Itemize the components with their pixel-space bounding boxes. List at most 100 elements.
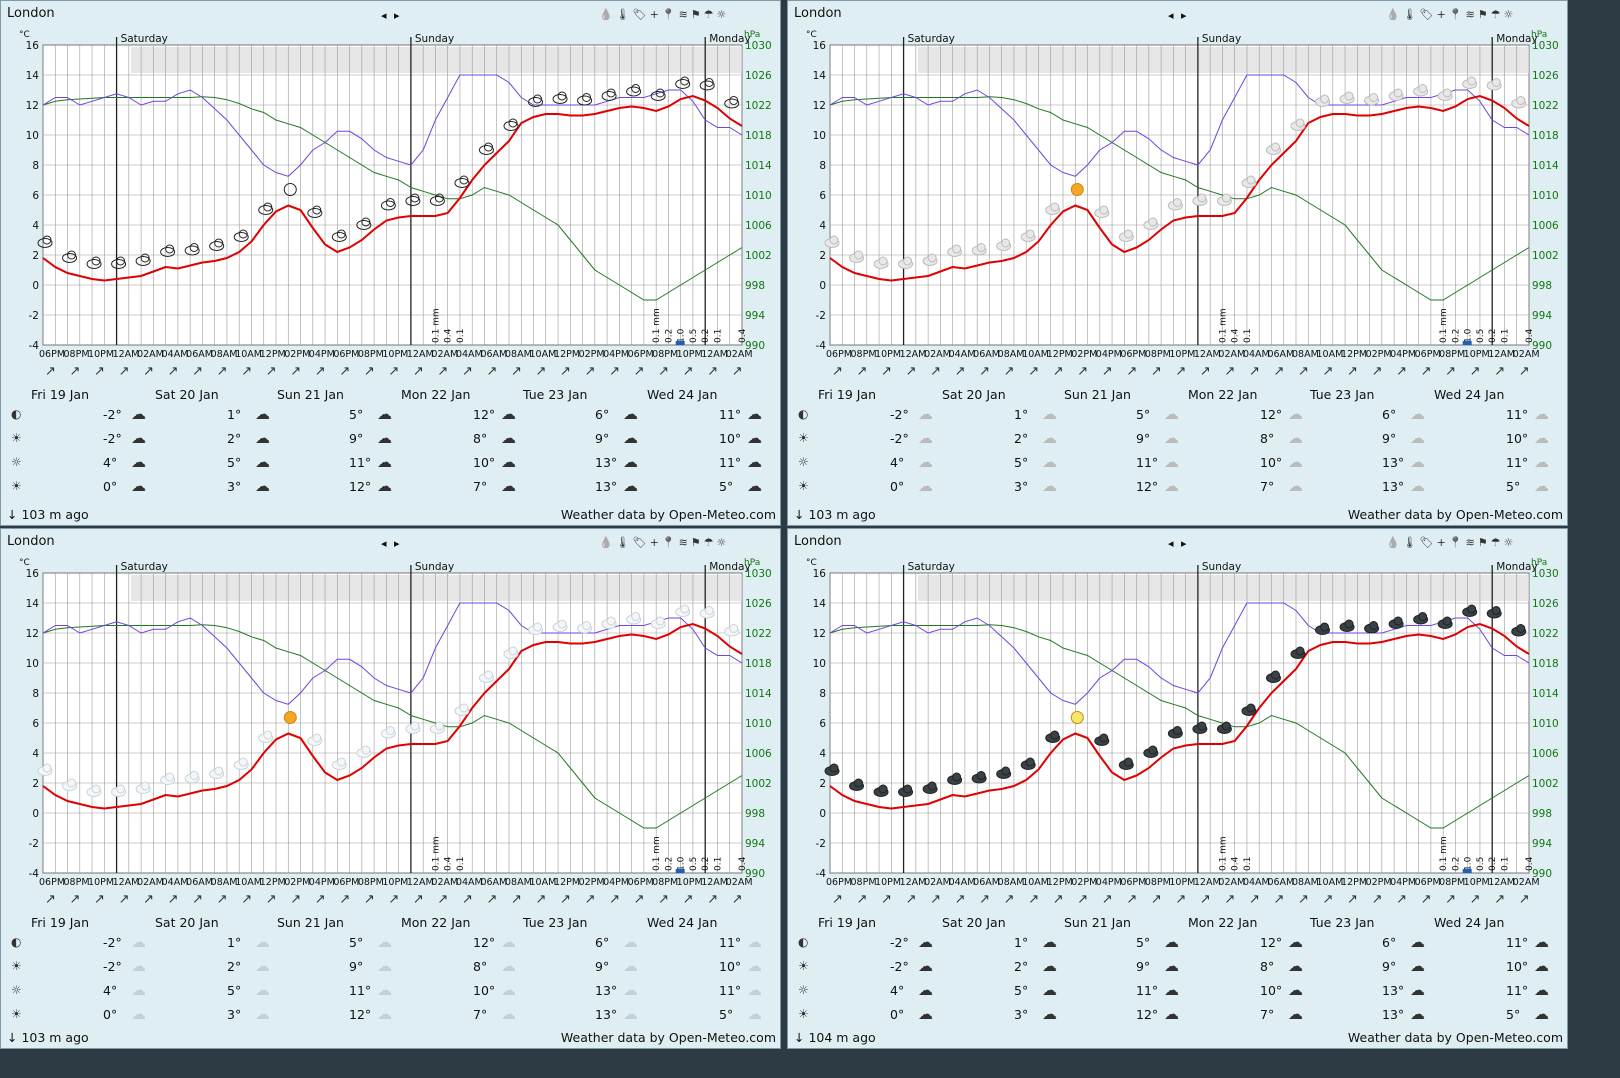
umbrella-icon[interactable]: ☂ bbox=[703, 536, 717, 549]
umbrella-icon[interactable]: ☂ bbox=[703, 8, 717, 21]
data-credit[interactable]: Weather data by Open-Meteo.com bbox=[1347, 507, 1563, 522]
forecast-temp: 12° bbox=[1260, 407, 1283, 422]
data-credit[interactable]: Weather data by Open-Meteo.com bbox=[560, 507, 776, 522]
forecast-temp: 2° bbox=[227, 959, 242, 974]
y-tick-label: 14 bbox=[26, 598, 40, 610]
cloud-icon bbox=[258, 202, 274, 215]
thermometer-icon[interactable]: 🌡 bbox=[615, 536, 633, 549]
tag-icon[interactable]: 🏷 bbox=[632, 8, 650, 21]
flag-icon[interactable]: ⚑ bbox=[690, 8, 704, 21]
y-tick-label: 8 bbox=[819, 688, 826, 700]
weather-icon: ☁ bbox=[131, 453, 146, 471]
x-tick-label: 08PM bbox=[64, 877, 90, 888]
toolbar[interactable]: 💧🌡🏷+📍≋⚑☂☼ bbox=[599, 535, 729, 549]
plus-icon[interactable]: + bbox=[1436, 8, 1449, 21]
weather-panel: London ◂ ▸ 💧🌡🏷+📍≋⚑☂☼ Saturday Sunday Monday °C… bbox=[0, 0, 781, 526]
weather-icon: ☁ bbox=[747, 477, 762, 495]
forecast-temp: 12° bbox=[1136, 1007, 1159, 1022]
x-tick-label: 12PM bbox=[1341, 877, 1367, 888]
precip-label: 0.4 bbox=[1231, 328, 1241, 343]
temp-unit-label: °C bbox=[806, 30, 817, 40]
rain-drop-icon[interactable]: 💧 bbox=[599, 536, 616, 549]
thermometer-icon[interactable]: 🌡 bbox=[615, 8, 633, 21]
wind-arrow-icon: ↗ bbox=[906, 364, 917, 379]
cloud-icon bbox=[1290, 118, 1306, 131]
pin-icon[interactable]: 📍 bbox=[661, 8, 679, 21]
weather-panel: London ◂ ▸ 💧🌡🏷+📍≋⚑☂☼ Saturday Sunday Monday °C… bbox=[787, 528, 1568, 1049]
toolbar[interactable]: 💧🌡🏷+📍≋⚑☂☼ bbox=[1386, 535, 1516, 549]
wind-icon[interactable]: ≋ bbox=[1465, 536, 1478, 549]
flag-icon[interactable]: ⚑ bbox=[1477, 536, 1491, 549]
flag-icon[interactable]: ⚑ bbox=[690, 536, 704, 549]
x-tick-label: 02AM bbox=[431, 349, 458, 360]
nav-arrows[interactable]: ◂ ▸ bbox=[1168, 9, 1189, 22]
x-tick-label: 04PM bbox=[1390, 349, 1416, 360]
rain-drop-icon[interactable]: 💧 bbox=[1386, 536, 1403, 549]
wind-icon[interactable]: ≋ bbox=[678, 536, 691, 549]
forecast-temp: 13° bbox=[1382, 1007, 1405, 1022]
day-label: Sunday bbox=[415, 33, 454, 45]
plus-icon[interactable]: + bbox=[649, 8, 662, 21]
plus-icon[interactable]: + bbox=[649, 536, 662, 549]
nav-arrows[interactable]: ◂ ▸ bbox=[381, 537, 402, 550]
weather-icon: ☁ bbox=[1288, 429, 1303, 447]
wind-arrow-icon: ↗ bbox=[1494, 892, 1505, 907]
tag-icon[interactable]: 🏷 bbox=[632, 536, 650, 549]
toolbar[interactable]: 💧🌡🏷+📍≋⚑☂☼ bbox=[599, 7, 729, 21]
cloud-icon bbox=[1388, 616, 1404, 629]
sun-icon[interactable]: ☼ bbox=[1503, 8, 1517, 21]
precip-label: 0.1 mm bbox=[652, 836, 662, 871]
sunrise-icon: ☀ bbox=[11, 431, 22, 445]
forecast-day-label: Mon 22 Jan bbox=[1188, 915, 1258, 930]
weather-icon: ☁ bbox=[918, 477, 933, 495]
x-tick-label: 06AM bbox=[480, 877, 507, 888]
forecast-day-label: Sat 20 Jan bbox=[155, 387, 219, 402]
weather-icon: ☁ bbox=[918, 429, 933, 447]
weather-icon: ☁ bbox=[623, 453, 638, 471]
data-credit[interactable]: Weather data by Open-Meteo.com bbox=[1347, 1030, 1563, 1045]
umbrella-icon[interactable]: ☂ bbox=[1490, 536, 1504, 549]
y2-tick-label: 990 bbox=[1532, 868, 1552, 880]
x-tick-label: 10AM bbox=[530, 349, 557, 360]
pin-icon[interactable]: 📍 bbox=[661, 536, 679, 549]
flag-icon[interactable]: ⚑ bbox=[1477, 8, 1491, 21]
wind-icon[interactable]: ≋ bbox=[1465, 8, 1478, 21]
wind-arrow-icon: ↗ bbox=[1077, 892, 1088, 907]
umbrella-icon[interactable]: ☂ bbox=[1490, 8, 1504, 21]
forecast-day-label: Mon 22 Jan bbox=[1188, 387, 1258, 402]
cloud-icon bbox=[699, 606, 715, 619]
weather-icon: ☁ bbox=[918, 1005, 933, 1023]
pin-icon[interactable]: 📍 bbox=[1448, 536, 1466, 549]
pressure-unit-label: hPa bbox=[1531, 30, 1547, 40]
data-credit[interactable]: Weather data by Open-Meteo.com bbox=[560, 1030, 776, 1045]
forecast-day-label: Mon 22 Jan bbox=[401, 387, 471, 402]
nav-arrows[interactable]: ◂ ▸ bbox=[381, 9, 402, 22]
sun-icon[interactable]: ☼ bbox=[1503, 536, 1517, 549]
nav-arrows[interactable]: ◂ ▸ bbox=[1168, 537, 1189, 550]
rain-drop-icon[interactable]: 💧 bbox=[599, 8, 616, 21]
tag-icon[interactable]: 🏷 bbox=[1419, 8, 1437, 21]
day-label: Sunday bbox=[415, 561, 454, 573]
cloud-icon bbox=[429, 193, 445, 206]
tag-icon[interactable]: 🏷 bbox=[1419, 536, 1437, 549]
cloud-icon bbox=[849, 250, 865, 263]
thermometer-icon[interactable]: 🌡 bbox=[1402, 536, 1420, 549]
sun-icon[interactable]: ☼ bbox=[716, 8, 730, 21]
toolbar[interactable]: 💧🌡🏷+📍≋⚑☂☼ bbox=[1386, 7, 1516, 21]
wind-arrow-icon: ↗ bbox=[881, 892, 892, 907]
y-tick-label: 2 bbox=[32, 250, 39, 262]
weather-icon: ☁ bbox=[1042, 429, 1057, 447]
forecast-temp: 5° bbox=[719, 479, 734, 494]
y2-tick-label: 1022 bbox=[1532, 628, 1559, 640]
series-line-green bbox=[42, 96, 743, 301]
plus-icon[interactable]: + bbox=[1436, 536, 1449, 549]
rain-drop-icon[interactable]: 💧 bbox=[1386, 8, 1403, 21]
wind-icon[interactable]: ≋ bbox=[678, 8, 691, 21]
pin-icon[interactable]: 📍 bbox=[1448, 8, 1466, 21]
thermometer-icon[interactable]: 🌡 bbox=[1402, 8, 1420, 21]
x-tick-label: 02AM bbox=[1218, 877, 1245, 888]
sun-icon[interactable]: ☼ bbox=[716, 536, 730, 549]
weather-icon: ☁ bbox=[1288, 981, 1303, 999]
cloud-icon bbox=[258, 730, 274, 743]
forecast-temp: 9° bbox=[1136, 431, 1151, 446]
